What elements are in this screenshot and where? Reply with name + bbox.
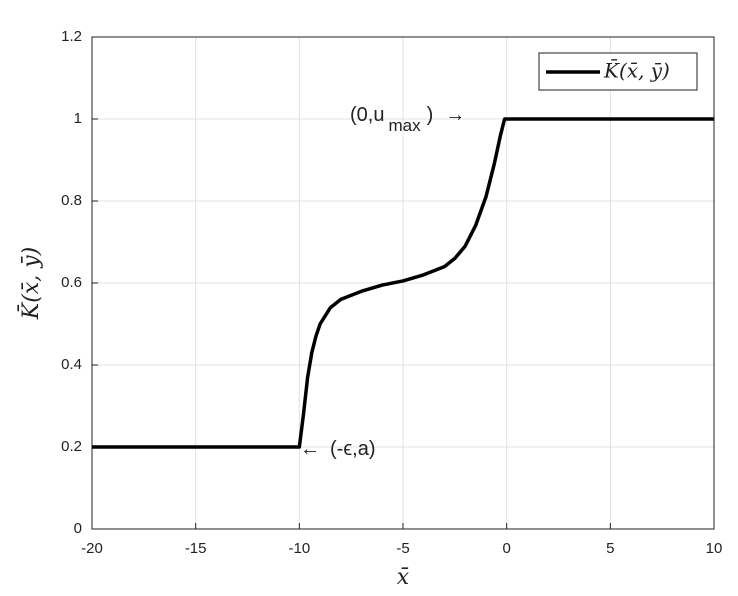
y-tick-label: 0 — [74, 520, 82, 537]
axes-box — [91, 36, 715, 530]
annotation-part: ) — [427, 104, 434, 126]
legend-label: K̄(x̄, ȳ) — [603, 58, 670, 83]
y-axis-label: K̄(x̄, ȳ) — [17, 247, 44, 320]
annotation-part: (0,u — [350, 104, 384, 126]
line — [92, 117, 714, 449]
annotation-subscript: max — [388, 116, 421, 135]
x-tick-label: -10 — [288, 540, 310, 557]
y-tick-label: 0.8 — [61, 192, 82, 209]
x-tick-label: 0 — [502, 540, 510, 557]
annotation-arrow: ← — [300, 438, 320, 460]
annotation: (0,u max) → — [350, 104, 465, 135]
y-tick-label: 1 — [74, 110, 82, 127]
x-tick-label: 5 — [606, 540, 614, 557]
annotation: ← (-ϵ,a) — [300, 438, 376, 460]
annotation-arrow: → — [445, 104, 465, 126]
y-tick-label: 0.4 — [61, 356, 82, 373]
y-tick-label: 0.2 — [61, 438, 82, 455]
x-tick-label: -20 — [81, 540, 103, 557]
y-tick-label: 0.6 — [61, 274, 82, 291]
x-axis-label: x̄ — [397, 565, 410, 590]
x-tick-label: 10 — [706, 540, 723, 557]
y-tick-label: 1.2 — [61, 28, 82, 45]
x-tick-label: -5 — [396, 540, 409, 557]
annotation-part: (-ϵ,a) — [330, 438, 376, 460]
x-tick-label: -15 — [185, 540, 207, 557]
